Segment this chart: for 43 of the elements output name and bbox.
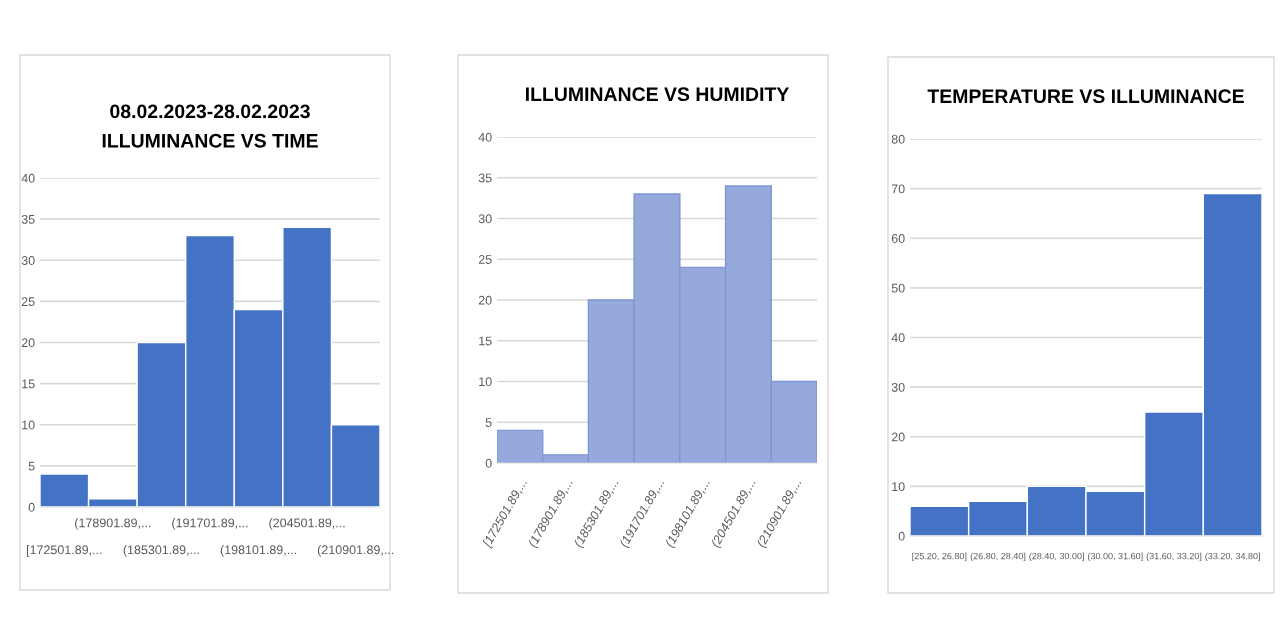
y-tick-label: 25 [478, 255, 492, 264]
y-tick-label: 40 [21, 173, 35, 183]
x-tick-label: [172501.89,... [26, 545, 102, 557]
y-tick-label: 70 [891, 184, 905, 194]
y-tick-label: 15 [479, 336, 492, 346]
x-tick-label: (31.60, 33.20] [1146, 552, 1202, 562]
y-tick-label: 5 [485, 418, 492, 427]
x-tick-label: (191701.89,... [172, 518, 248, 530]
y-tick-label: 0 [898, 531, 905, 541]
y-tick-label: 30 [21, 256, 35, 265]
y-tick-label: 15 [22, 379, 35, 389]
x-tick-label: (185301.89,... [123, 545, 199, 557]
y-tick-label: 35 [21, 214, 35, 224]
y-tick-label: 30 [478, 214, 492, 224]
x-tick-label: (26.80, 28.40] [970, 552, 1026, 562]
y-tick-label: 60 [891, 234, 905, 243]
y-tick-label: 20 [21, 338, 35, 348]
y-tick-label: 40 [478, 132, 492, 142]
chart-title: TEMPERATURE VS ILLUMINANCE [927, 89, 1244, 104]
y-tick-label: 5 [28, 461, 35, 471]
x-tick-label: (178901.89,... [75, 518, 151, 530]
y-tick-label: 35 [478, 173, 492, 183]
x-tick-label: (198101.89,... [220, 545, 297, 557]
y-tick-label: 0 [28, 502, 35, 512]
y-tick-label: 20 [891, 432, 905, 442]
y-tick-label: 10 [892, 482, 905, 492]
x-tick-label: [25.20, 26.80] [912, 552, 967, 562]
y-tick-label: 10 [479, 377, 492, 387]
y-tick-label: 20 [478, 295, 492, 305]
y-tick-label: 80 [891, 134, 905, 144]
chart-title: 08.02.2023-28.02.2023 ILLUMINANCE VS TIME [102, 104, 318, 148]
x-tick-label: (204501.89,... [269, 518, 345, 530]
y-tick-label: 10 [22, 420, 35, 430]
y-tick-label: 25 [21, 297, 35, 307]
y-tick-label: 50 [891, 283, 905, 293]
x-tick-label: (28.40, 30.00] [1029, 552, 1084, 562]
y-tick-label: 30 [891, 382, 905, 392]
y-tick-label: 0 [485, 458, 492, 468]
y-tick-label: 40 [891, 333, 905, 343]
x-tick-label: (210901.89,... [317, 545, 394, 557]
chart-title: ILLUMINANCE VS HUMIDITY [525, 87, 790, 102]
x-tick-label: (30.00, 31.60] [1088, 552, 1143, 562]
x-tick-label: (33.20, 34.80] [1205, 552, 1260, 562]
